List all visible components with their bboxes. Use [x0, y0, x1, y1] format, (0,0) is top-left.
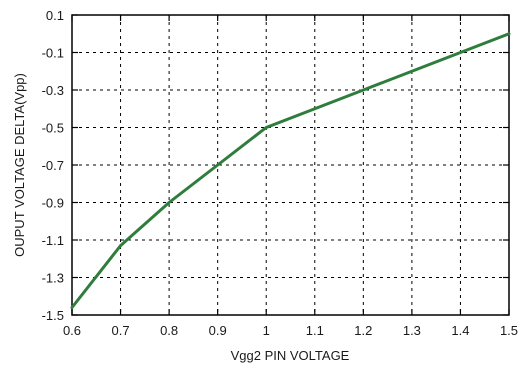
x-tick-label: 0.7 [112, 323, 130, 338]
x-tick-label: 1.4 [451, 323, 469, 338]
x-tick-label: 1 [263, 323, 270, 338]
y-tick-label: -0.9 [42, 196, 64, 211]
y-tick-label: -0.5 [42, 121, 64, 136]
x-tick-label: 0.6 [63, 323, 81, 338]
x-tick-labels: 0.6 0.7 0.8 0.9 1 1.1 1.2 1.3 1.4 1.5 [63, 323, 518, 338]
grid-lines [72, 15, 509, 315]
y-tick-labels: 0.1 -0.1 -0.3 -0.5 -0.7 -0.9 -1.1 -1.3 -1.5 [42, 8, 64, 323]
x-tick-label: 0.9 [209, 323, 227, 338]
y-tick-label: -1.5 [42, 308, 64, 323]
y-tick-label: -0.7 [42, 158, 64, 173]
y-tick-label: -1.3 [42, 271, 64, 286]
x-tick-label: 0.8 [160, 323, 178, 338]
x-tick-label: 1.1 [306, 323, 324, 338]
series-line [70, 32, 511, 309]
x-axis-title: Vgg2 PIN VOLTAGE [231, 348, 350, 363]
x-tick-label: 1.3 [403, 323, 421, 338]
y-tick-label: -1.1 [42, 233, 64, 248]
x-tick-label: 1.5 [500, 323, 518, 338]
y-tick-label: -0.3 [42, 83, 64, 98]
series-layer [70, 32, 511, 309]
x-tick-label: 1.2 [354, 323, 372, 338]
y-axis-title: OUPUT VOLTAGE DELTA(Vpp) [12, 73, 27, 257]
y-tick-label: -0.1 [42, 46, 64, 61]
y-tick-label: 0.1 [46, 8, 64, 23]
plot-frame [71, 14, 510, 316]
